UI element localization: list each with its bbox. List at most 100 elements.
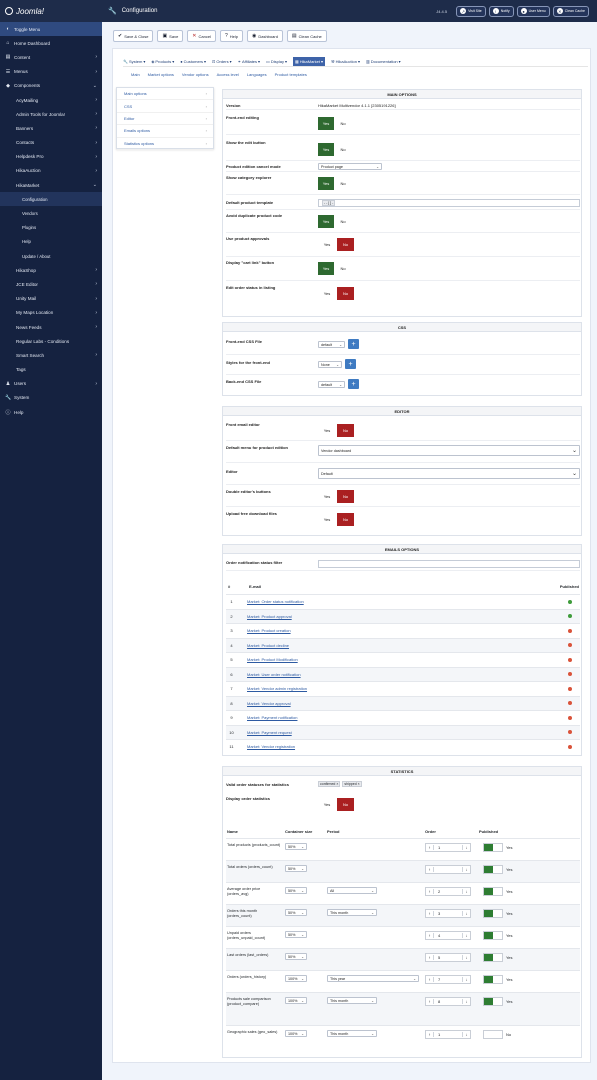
email-published-toggle[interactable] xyxy=(560,628,580,633)
period-select[interactable]: This month ⌄ xyxy=(327,1030,377,1037)
sidebar-item-configuration[interactable]: Configuration xyxy=(0,192,102,207)
email-published-toggle[interactable] xyxy=(560,701,580,706)
container-size-select[interactable]: 50% ⌄ xyxy=(285,931,307,938)
backend-css-select[interactable]: default ⌄ xyxy=(318,381,345,388)
clean-cache-button[interactable]: ▤ Clean Cache xyxy=(286,30,327,42)
help-button[interactable]: ? Help xyxy=(219,30,243,42)
status-tag[interactable]: shipped × xyxy=(342,781,362,787)
email-filter-input[interactable] xyxy=(318,560,580,568)
container-size-select[interactable]: 100% ⌄ xyxy=(285,1030,307,1037)
joomla-logo[interactable]: Joomla! xyxy=(0,0,102,22)
frontend-css-select[interactable]: default ⌄ xyxy=(318,341,345,348)
published-switch[interactable] xyxy=(483,975,503,984)
email-published-toggle[interactable] xyxy=(560,614,580,619)
visit-site-button[interactable]: ↗ Visit Site xyxy=(456,5,486,17)
container-size-select[interactable]: 50% ⌄ xyxy=(285,887,307,894)
subnav-vendor-options[interactable]: Vendor options xyxy=(181,72,209,77)
email-published-toggle[interactable] xyxy=(560,657,580,662)
dropdown-item-statistics-options[interactable]: Statistics options › xyxy=(117,138,213,150)
add-frontend-css-button[interactable]: + xyxy=(348,339,359,349)
add-style-button[interactable]: + xyxy=(345,359,356,369)
default-menu-select[interactable]: Vendor dashboard ⌄ xyxy=(318,445,580,456)
order-stepper[interactable]: ↑ 3 ↓ xyxy=(425,909,471,918)
double-editor-no[interactable]: No xyxy=(337,490,354,503)
order-stepper[interactable]: ↑ ↓ xyxy=(425,865,471,874)
period-select[interactable]: All ⌄ xyxy=(327,887,377,894)
sidebar-item-components[interactable]: ◆ Components ⌄ xyxy=(0,79,102,93)
arrow-up-icon[interactable]: ↑ xyxy=(426,933,434,938)
arrow-up-icon[interactable]: ↑ xyxy=(426,977,434,982)
arrow-up-icon[interactable]: ↑ xyxy=(426,845,434,850)
cart-link-yes[interactable]: Yes xyxy=(318,262,334,275)
display-order-stats-no[interactable]: No xyxy=(337,798,354,811)
arrow-down-icon[interactable]: ↓ xyxy=(462,955,470,960)
sidebar-item-regular-labs-conditions[interactable]: Regular Labs - Conditions xyxy=(0,334,102,348)
edit-order-status-yes[interactable]: Yes xyxy=(323,291,331,296)
order-stepper[interactable]: ↑ 7 ↓ xyxy=(425,975,471,984)
menu-display[interactable]: ▭ Display ▾ xyxy=(266,59,287,64)
email-published-toggle[interactable] xyxy=(560,672,580,677)
subnav-market-options[interactable]: Market options xyxy=(147,72,174,77)
front-email-editor-no[interactable]: No xyxy=(337,424,354,437)
arrow-up-icon[interactable]: ↑ xyxy=(426,999,434,1004)
status-tags[interactable]: confirmed × shipped × xyxy=(318,781,364,787)
arrow-up-icon[interactable]: ↑ xyxy=(426,867,434,872)
sidebar-item-help[interactable]: ⓘ Help xyxy=(0,405,102,419)
sidebar-item-news-feeds[interactable]: News Feeds › xyxy=(0,320,102,334)
email-published-toggle[interactable] xyxy=(560,643,580,648)
save-button[interactable]: ▣ Save xyxy=(157,30,184,42)
container-size-select[interactable]: 50% ⌄ xyxy=(285,909,307,916)
sidebar-item-contacts[interactable]: Contacts › xyxy=(0,136,102,150)
sidebar-item-jce-editor[interactable]: JCE Editor › xyxy=(0,277,102,291)
order-stepper[interactable]: ↑ 2 ↓ xyxy=(425,887,471,896)
upload-free-yes[interactable]: Yes xyxy=(323,517,331,522)
published-switch[interactable] xyxy=(483,997,503,1006)
sidebar-item-smart-search[interactable]: Smart Search › xyxy=(0,348,102,362)
toggle-menu[interactable]: ◐ Toggle Menu xyxy=(0,22,102,37)
period-select[interactable]: This year ⌄ xyxy=(327,975,419,982)
email-row-link[interactable]: Market: Order status notification xyxy=(247,599,304,605)
container-size-select[interactable]: 50% ⌄ xyxy=(285,953,307,960)
arrow-down-icon[interactable]: ↓ xyxy=(462,977,470,982)
menu-products[interactable]: ◈ Products ▾ xyxy=(151,59,174,64)
user-menu-button[interactable]: ● User Menu xyxy=(516,5,550,17)
arrow-up-icon[interactable]: ↑ xyxy=(426,889,434,894)
arrow-up-icon[interactable]: ↑ xyxy=(426,911,434,916)
show-edit-button-no[interactable]: No xyxy=(340,147,346,152)
upload-free-no[interactable]: No xyxy=(337,513,354,526)
email-row-link[interactable]: Market: Payment notification xyxy=(247,715,298,721)
product-approvals-yes[interactable]: Yes xyxy=(323,242,331,247)
sidebar-item-acymailing[interactable]: AcyMailing › xyxy=(0,93,102,107)
sidebar-item-content[interactable]: ▤ Content › xyxy=(0,50,102,64)
show-edit-button-yes[interactable]: Yes xyxy=(318,143,334,156)
arrow-down-icon[interactable]: ↓ xyxy=(462,999,470,1004)
avoid-duplicate-yes[interactable]: Yes xyxy=(318,215,334,228)
container-size-select[interactable]: 50% ⌄ xyxy=(285,865,307,872)
published-switch[interactable] xyxy=(483,865,503,874)
subnav-main[interactable]: Main xyxy=(131,72,140,77)
arrow-down-icon[interactable]: ↓ xyxy=(462,845,470,850)
email-row-link[interactable]: Market: Payment request xyxy=(247,729,292,735)
arrow-down-icon[interactable]: ↓ xyxy=(462,867,470,872)
arrow-down-icon[interactable]: ↓ xyxy=(462,889,470,894)
subnav-product-templates[interactable]: Product templates xyxy=(274,72,307,77)
email-published-toggle[interactable] xyxy=(560,730,580,735)
sidebar-item-menus[interactable]: ☰ Menus › xyxy=(0,65,102,79)
email-row-link[interactable]: Market: Vendor approval xyxy=(247,700,291,706)
menu-affiliates[interactable]: ⚭ Affiliates ▾ xyxy=(238,59,260,64)
avoid-duplicate-no[interactable]: No xyxy=(340,219,346,224)
header-clean-cache-button[interactable]: ✕ Clean Cache xyxy=(552,5,589,17)
status-tag[interactable]: confirmed × xyxy=(318,781,341,787)
sidebar-item-system[interactable]: 🔧 System xyxy=(0,391,102,405)
sidebar-item-hikaauction[interactable]: HikaAuction › xyxy=(0,164,102,178)
product-approvals-no[interactable]: No xyxy=(337,238,354,251)
save-close-button[interactable]: ✔ Save & Close xyxy=(113,30,154,42)
email-row-link[interactable]: Market: Vendor admin registration xyxy=(247,686,308,692)
published-switch[interactable] xyxy=(483,843,503,852)
sidebar-item-admin-tools-for-joomla[interactable]: Admin Tools for Joomla! › xyxy=(0,107,102,121)
double-editor-yes[interactable]: Yes xyxy=(323,494,331,499)
menu-hikamarket[interactable]: ▦ HikaMarket ▾ xyxy=(292,56,325,66)
arrow-up-icon[interactable]: ↑ xyxy=(426,1032,434,1037)
published-switch[interactable] xyxy=(483,931,503,940)
dropdown-item-editor[interactable]: Editor › xyxy=(117,113,213,126)
